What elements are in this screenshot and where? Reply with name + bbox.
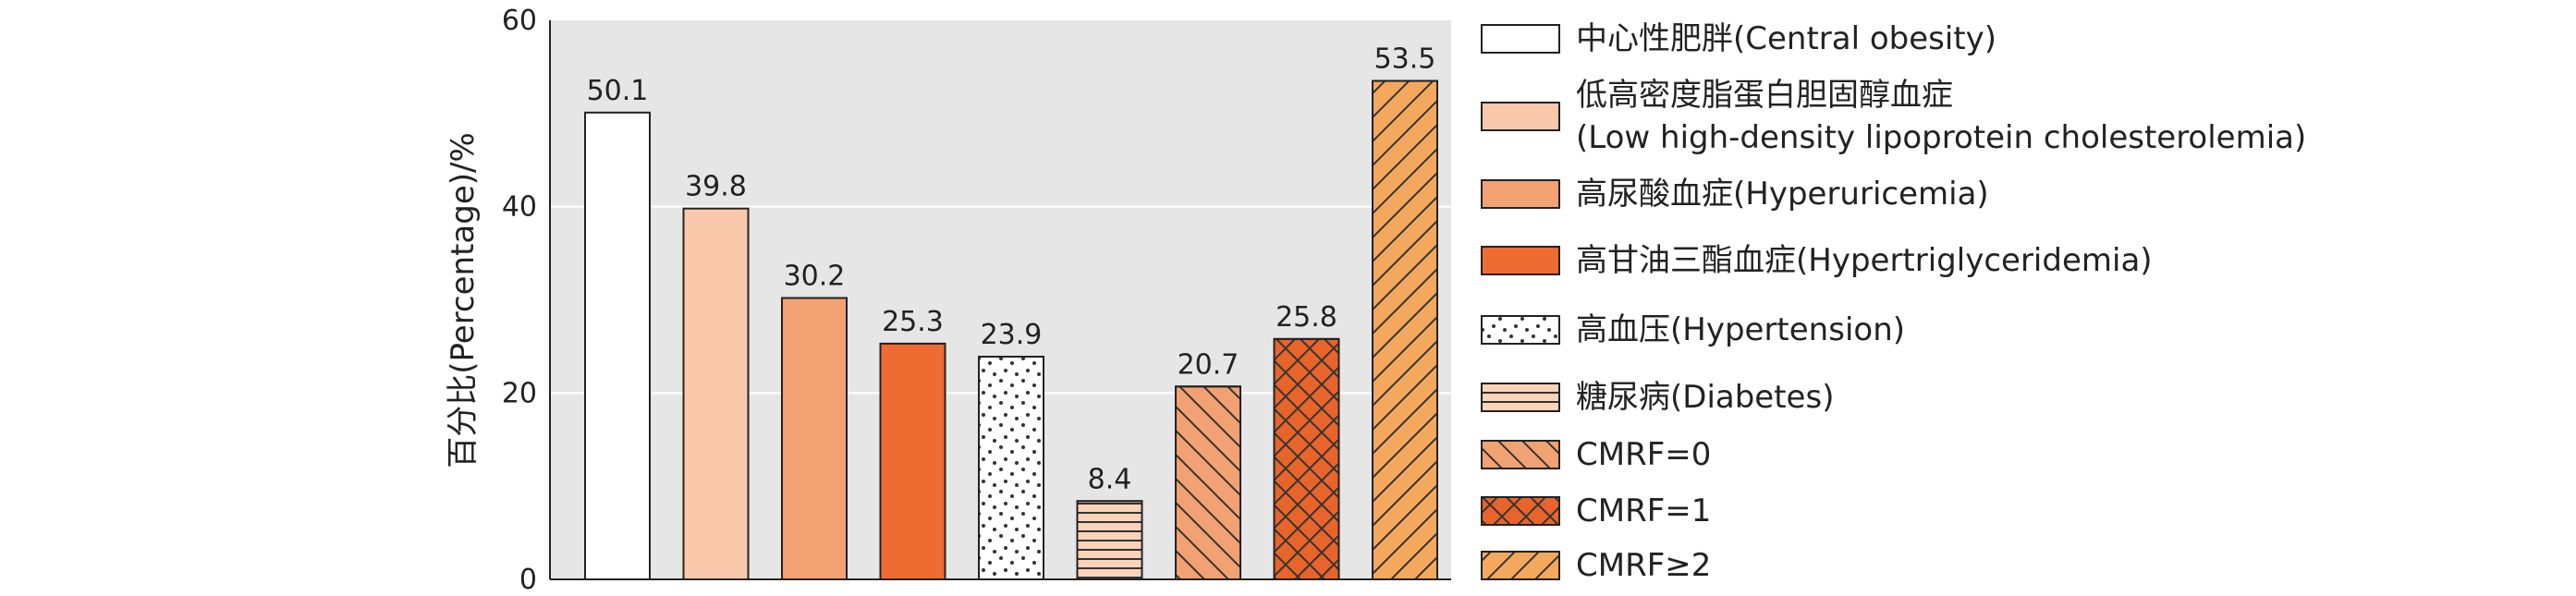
bar-pattern [1175, 385, 1241, 580]
legend-label: CMRF=1 [1576, 493, 1711, 529]
y-tick-label: 60 [502, 5, 537, 37]
bar-pattern [978, 356, 1044, 580]
legend-swatch [1481, 179, 1560, 209]
legend-item: 糖尿病(Diabetes) [1481, 379, 1834, 416]
legend-item: 高尿酸血症(Hyperuricemia) [1481, 176, 1989, 213]
legend-item: CMRF=0 [1481, 436, 1711, 473]
bar [781, 297, 848, 580]
data-label: 53.5 [1374, 43, 1436, 76]
legend-label: 高尿酸血症(Hyperuricemia) [1576, 176, 1989, 213]
data-label: 50.1 [587, 75, 649, 107]
bar-pattern [1372, 79, 1438, 580]
legend-label: 中心性肥胖(Central obesity) [1576, 20, 1996, 57]
bar [682, 207, 750, 581]
legend-item: CMRF=1 [1481, 493, 1711, 529]
data-labels: 50.1 39.8 30.2 25.3 23.9 8.4 20.7 25.8 53.5 [587, 43, 1436, 496]
data-label: 39.8 [685, 171, 747, 203]
legend-label: 高甘油三酯血症(Hypertriglyceridemia) [1576, 242, 2153, 279]
bar-pattern [1273, 337, 1340, 580]
data-label: 20.7 [1178, 348, 1239, 381]
bar [584, 111, 651, 580]
legend-label: CMRF≥2 [1576, 547, 1711, 584]
legend-swatch-pattern [1481, 440, 1560, 469]
legend-swatch [1481, 246, 1560, 275]
y-tick-label: 0 [519, 564, 537, 596]
data-label: 8.4 [1088, 463, 1132, 495]
legend-item: 低高密度脂蛋白胆固醇血症 (Low high-density lipoprotei… [1481, 77, 2306, 156]
legend-label: (Low high-density lipoprotein cholestero… [1576, 119, 2306, 156]
y-tick-label: 20 [502, 377, 537, 409]
legend-label: CMRF=0 [1576, 436, 1711, 473]
data-label: 30.2 [784, 260, 846, 292]
bars [584, 79, 1438, 581]
bar-pattern [1076, 500, 1143, 580]
legend-item: 高血压(Hypertension) [1481, 311, 1905, 348]
legend-label: 低高密度脂蛋白胆固醇血症 [1576, 77, 1953, 114]
y-tick-labels: 0 20 40 60 [502, 5, 537, 596]
y-axis-label: 百分比(Percentage)/% [445, 132, 482, 468]
legend: 中心性肥胖(Central obesity) 低高密度脂蛋白胆固醇血症 (Low h… [1481, 20, 2306, 584]
legend-label: 糖尿病(Diabetes) [1576, 379, 1834, 416]
legend-swatch-pattern [1481, 496, 1560, 526]
legend-swatch-pattern [1481, 315, 1560, 345]
y-tick-label: 40 [502, 191, 537, 224]
legend-item: CMRF≥2 [1481, 547, 1711, 584]
data-label: 23.9 [981, 319, 1043, 351]
legend-label: 高血压(Hypertension) [1576, 311, 1905, 348]
bar [879, 342, 946, 580]
legend-swatch-pattern [1481, 551, 1560, 580]
data-label: 25.3 [882, 306, 944, 338]
data-label: 25.8 [1276, 301, 1337, 334]
legend-swatch [1481, 24, 1560, 54]
legend-item: 中心性肥胖(Central obesity) [1481, 20, 1996, 57]
legend-swatch-pattern [1481, 383, 1560, 412]
legend-swatch [1481, 102, 1560, 131]
legend-item: 高甘油三酯血症(Hypertriglyceridemia) [1481, 242, 2153, 279]
